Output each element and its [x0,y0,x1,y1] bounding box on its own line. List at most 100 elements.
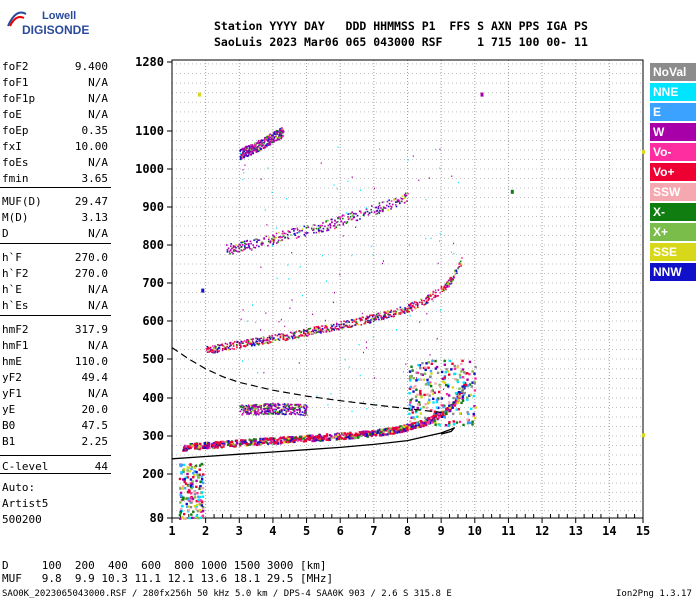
echo-point [298,330,301,332]
sparse-echo [412,155,414,157]
noise-point [431,392,435,396]
echo-point [374,433,377,436]
echo-point [188,445,191,448]
sparse-echo [239,152,241,155]
echo-point [388,202,391,205]
param-name: fmin [2,172,29,185]
echo-point [228,345,231,348]
echo-point [261,144,263,146]
echo-point [215,443,218,446]
echo-point [349,217,351,220]
echo-point [270,335,272,338]
echo-point [247,154,250,157]
echo-point [340,323,342,326]
echo-point [379,209,381,212]
sparse-echo [242,309,244,311]
sparse-echo [243,171,245,174]
echo-point [346,432,349,435]
echo-point [403,424,406,427]
noise-point [434,359,437,363]
echo-point [403,309,406,311]
echo-point [265,438,268,442]
echo-point [402,428,406,431]
echo-point [214,351,216,354]
echo-point [239,344,242,347]
sparse-echo [264,209,266,211]
echo-point [425,297,427,299]
echo-point [448,409,451,412]
echo-point [304,409,307,412]
echo-point [283,334,286,337]
sparse-echo [327,404,329,406]
param-name: M(D) [2,211,29,224]
echo-point [301,229,303,232]
tick-label-x: 6 [337,524,344,538]
echo-point [275,411,278,413]
echo-point [424,303,427,305]
echo-point [369,431,372,434]
echo-point [307,226,310,229]
param-value: N/A [88,227,108,240]
noise-point [199,510,203,513]
tick-label-x: 10 [468,524,482,538]
echo-point [316,326,319,328]
echo-point [281,232,284,235]
echo-point [263,410,266,413]
noise-point [409,385,413,389]
echo-point [241,249,244,252]
echo-point [357,323,360,326]
echo-point [271,238,273,240]
noise-point [438,383,441,387]
echo-point [283,439,286,442]
echo-point [403,425,406,428]
noise-point [466,421,470,424]
echo-point [338,434,341,437]
echo-point [452,401,455,404]
sparse-echo [359,189,361,192]
echo-point [367,214,370,216]
echo-point [268,236,271,238]
echo-point [205,349,208,352]
echo-point [341,217,344,220]
echo-point [339,216,342,218]
echo-point [232,252,234,255]
echo-point [342,223,345,226]
footer-version: Ion2Png 1.3.17 [616,589,692,599]
echo-point [237,250,239,253]
echo-point [306,225,309,227]
echo-point [428,297,431,300]
echo-point [257,338,259,340]
noise-point [410,397,414,401]
echo-point [294,232,296,235]
noise-point [419,389,422,393]
echo-point [303,335,306,338]
echo-point [324,325,327,327]
echo-point [313,439,316,443]
echo-point [338,216,340,218]
noise-point [202,473,205,476]
echo-point [262,141,264,144]
tick-label-x: 9 [438,524,445,538]
echo-point [314,435,318,439]
sparse-echo [242,168,244,171]
echo-point [211,444,214,447]
echo-point [279,236,282,239]
echo-point [274,239,276,241]
echo-point [373,430,376,433]
echo-point [244,242,246,245]
echo-point [387,209,389,211]
sparse-echo [297,379,299,381]
echo-point [346,321,349,324]
sparse-echo [418,179,420,182]
echo-point [242,406,244,409]
echo-point [261,139,264,142]
echo-point [282,403,284,406]
echo-point [290,331,293,334]
echo-point [374,319,376,321]
echo-point [407,192,409,195]
echo-point [240,408,243,411]
echo-point [261,341,263,344]
noise-point [429,384,433,388]
echo-point [251,406,253,409]
noise-point [469,393,473,397]
